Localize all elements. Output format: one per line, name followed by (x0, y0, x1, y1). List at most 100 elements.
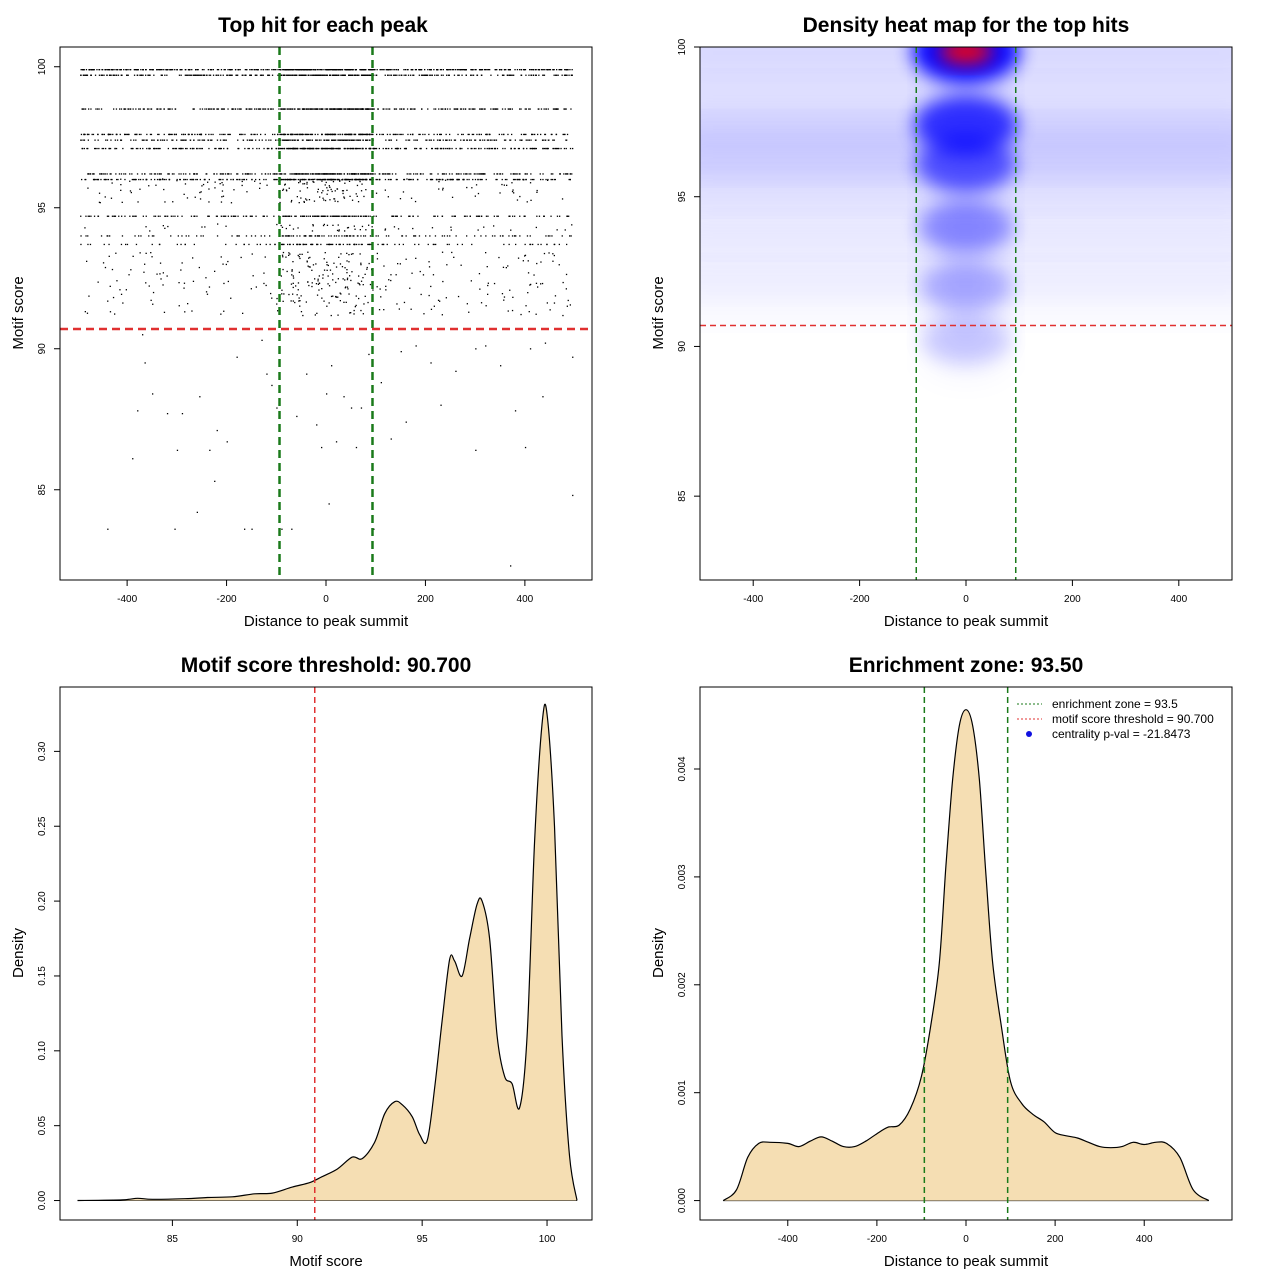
scatter-point (446, 235, 449, 237)
scatter-point (227, 215, 229, 217)
scatter-point (148, 74, 151, 76)
scatter-point (290, 74, 292, 76)
scatter-point (351, 178, 353, 181)
scatter-point (134, 69, 136, 71)
scatter-point (295, 69, 297, 71)
scatter-point (309, 139, 311, 141)
scatter-point (150, 133, 153, 136)
heatmap-hotspot (912, 47, 1020, 84)
scatter-point (497, 215, 499, 217)
scatter-point (115, 74, 117, 76)
score-density-plot-frame (59, 686, 593, 1221)
scatter-point (565, 74, 567, 76)
scatter-point (156, 273, 158, 275)
scatter-point (236, 178, 238, 181)
scatter-point (369, 215, 371, 217)
scatter-point (302, 173, 304, 175)
scatter-point (412, 227, 414, 230)
scatter-point (395, 178, 397, 181)
scatter-point (352, 215, 354, 217)
scatter-point (494, 69, 496, 71)
scatter-point (474, 178, 477, 181)
scatter-point (219, 173, 221, 175)
scatter-point (292, 275, 294, 277)
scatter-point (308, 69, 311, 71)
heatmap-x-tick-label: -200 (850, 594, 870, 605)
legend-label-motif-threshold: motif score threshold = 90.700 (1052, 712, 1214, 726)
scatter-point (386, 133, 389, 136)
scatter-point (569, 304, 571, 306)
scatter-point (370, 243, 372, 246)
scatter-point (441, 178, 443, 181)
scatter-point (347, 226, 350, 229)
scatter-point (115, 147, 118, 150)
scatter-point (338, 230, 340, 232)
scatter-point (307, 281, 309, 283)
scatter-point (307, 69, 309, 71)
scatter-point (185, 74, 188, 76)
scatter-point (251, 108, 253, 110)
scatter-point (338, 243, 340, 246)
scatter-point (419, 133, 421, 136)
scatter-point (529, 243, 531, 246)
scatter-point (322, 197, 324, 199)
scatter-point (446, 74, 448, 76)
scatter-point (437, 299, 440, 301)
scatter-point (548, 69, 551, 71)
scatter-point (229, 74, 232, 76)
scatter-point (519, 235, 521, 237)
scatter-point (120, 293, 123, 295)
scatter-point (323, 215, 325, 217)
scatter-point (316, 294, 319, 296)
scatter-point (150, 178, 152, 181)
scatter-point (369, 178, 371, 181)
scatter-point (196, 215, 198, 217)
scatter-point (281, 147, 283, 150)
scatter-point (361, 243, 363, 246)
scatter-point (418, 74, 420, 76)
scatter-point (472, 108, 474, 110)
scatter-point (299, 108, 301, 110)
scatter-point (335, 108, 337, 110)
scatter-point (305, 243, 308, 246)
scatter-point (460, 139, 462, 141)
scatter-point (302, 74, 304, 76)
scatter-point (307, 251, 309, 253)
scatter-point (297, 282, 300, 284)
scatter-point (185, 147, 187, 150)
scatter-point (529, 182, 532, 184)
scatter-point (184, 311, 186, 313)
scatter-point (287, 235, 289, 237)
scatter-point (552, 69, 554, 71)
scatter-point (349, 312, 351, 314)
scatter-point (307, 74, 309, 76)
scatter-point (372, 108, 374, 110)
scatter-point (211, 139, 213, 141)
scatter-point (208, 74, 210, 76)
scatter-point (566, 133, 569, 136)
scatter-point (512, 296, 514, 298)
scatter-point (135, 108, 137, 110)
scatter-point (541, 69, 543, 71)
scatter-point (419, 147, 421, 150)
scatter-point (552, 139, 554, 141)
scatter-point (405, 147, 407, 150)
scatter-point (360, 280, 363, 282)
scatter-point (385, 173, 387, 175)
heatmap-hotspot (914, 95, 1018, 155)
scatter-point (278, 173, 280, 175)
scatter-point (547, 147, 549, 150)
scatter-point (321, 297, 323, 299)
scatter-point (495, 108, 497, 110)
scatter-point (207, 215, 209, 217)
scatter-point (389, 74, 391, 76)
scatter-point (423, 74, 425, 76)
scatter-point (402, 191, 405, 193)
scatter-point (198, 133, 201, 136)
scatter-point (240, 108, 242, 110)
scatter-point (230, 202, 233, 204)
scatter-point (141, 139, 143, 141)
scatter-point (167, 173, 169, 175)
scatter-point (558, 243, 560, 246)
scatter-point (466, 303, 468, 305)
